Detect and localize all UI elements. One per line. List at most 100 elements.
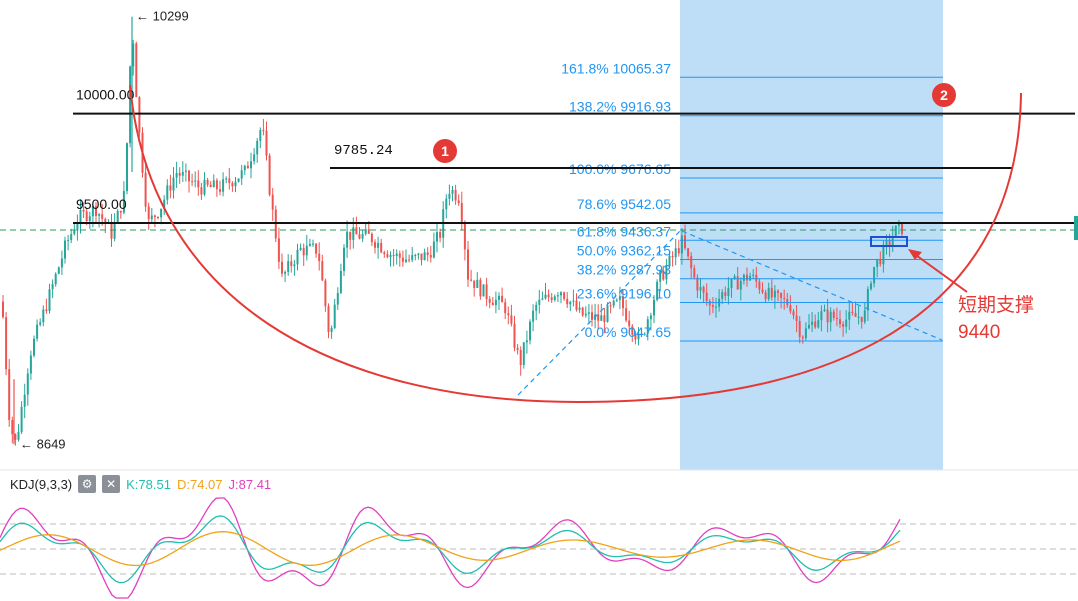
- candle-body: [327, 306, 330, 333]
- candle-body: [321, 261, 324, 281]
- kdj-j-line: [0, 497, 901, 599]
- candle-body: [829, 311, 832, 323]
- candle-body: [172, 177, 175, 191]
- candle-body: [200, 187, 203, 195]
- candle-body: [324, 280, 327, 307]
- candle-body: [693, 268, 696, 278]
- candle-body: [823, 309, 826, 312]
- candle-body: [600, 315, 603, 321]
- candle-body: [119, 210, 122, 213]
- candle-body: [640, 333, 643, 335]
- candle-body: [17, 431, 20, 440]
- support-arrow-head: [908, 249, 922, 260]
- close-icon[interactable]: ✕: [102, 475, 121, 493]
- candle-body: [870, 283, 872, 290]
- candle-body: [64, 240, 66, 259]
- candle-body: [343, 247, 345, 271]
- candle-body: [157, 217, 159, 219]
- candle-body: [501, 295, 504, 303]
- candle-body: [783, 297, 786, 300]
- candle-body: [246, 165, 249, 169]
- candle-body: [463, 223, 466, 250]
- candle-body: [832, 311, 835, 318]
- candle-body: [126, 143, 128, 192]
- candle-body: [284, 271, 287, 274]
- candle-body: [20, 406, 23, 432]
- candle-body: [188, 170, 190, 182]
- candle-body: [147, 206, 150, 220]
- candle-body: [5, 317, 8, 370]
- candle-body: [476, 279, 479, 288]
- candle-body: [801, 336, 804, 339]
- candle-body: [79, 209, 82, 224]
- kdj-k-value: K:78.51: [126, 476, 171, 492]
- candle-body: [519, 349, 522, 365]
- candle-body: [724, 292, 727, 296]
- candle-body: [333, 304, 336, 328]
- candle-body: [231, 183, 234, 187]
- candle-body: [491, 302, 494, 306]
- candle-body: [482, 284, 485, 297]
- candle-body: [510, 315, 513, 324]
- candle-body: [479, 279, 482, 297]
- candle-body: [219, 189, 221, 192]
- candle-body: [175, 172, 178, 178]
- kdj-k-line: [0, 515, 901, 584]
- high-price-label: ← 10299: [136, 9, 189, 24]
- candle-body: [48, 289, 51, 312]
- candle-body: [888, 240, 891, 246]
- candle-body: [370, 233, 373, 243]
- candles-group: [2, 16, 903, 446]
- candle-body: [460, 203, 463, 224]
- candle-body: [882, 244, 885, 265]
- horizontal-level-label: 10000.00: [76, 87, 135, 103]
- candle-body: [138, 97, 141, 133]
- candle-body: [792, 311, 795, 316]
- candle-body: [615, 299, 618, 301]
- candle-body: [848, 311, 851, 320]
- horizontal-level-label: 9785.24: [334, 143, 393, 159]
- candle-body: [169, 185, 172, 191]
- gear-icon[interactable]: ⚙: [78, 475, 97, 493]
- candle-body: [336, 292, 339, 305]
- candle-body: [358, 234, 361, 239]
- candle-body: [696, 277, 699, 291]
- candle-body: [581, 307, 584, 316]
- candle-body: [234, 181, 237, 187]
- candle-body: [364, 229, 367, 234]
- candle-body: [591, 312, 593, 320]
- markers: 12: [433, 83, 956, 163]
- candle-body: [804, 328, 807, 339]
- candle-body: [395, 253, 398, 256]
- kdj-title: KDJ(9,3,3): [10, 476, 73, 492]
- candle-body: [587, 312, 590, 314]
- fib-level-label: 138.2% 9916.93: [569, 99, 671, 115]
- candle-body: [656, 281, 659, 300]
- candle-body: [268, 155, 271, 195]
- candle-body: [451, 189, 454, 194]
- candle-body: [209, 184, 212, 188]
- kdj-j-value: J:87.41: [228, 476, 272, 492]
- candle-body: [504, 302, 507, 314]
- candle-body: [67, 240, 70, 242]
- candle-body: [191, 181, 194, 183]
- candle-body: [671, 255, 674, 258]
- candle-body: [250, 161, 252, 169]
- candle-body: [538, 299, 541, 305]
- marker-badge: [932, 83, 956, 107]
- candle-body: [454, 189, 457, 201]
- candle-body: [777, 290, 779, 293]
- candle-body: [129, 66, 132, 144]
- candle-body: [494, 299, 497, 306]
- candle-body: [420, 253, 423, 261]
- candle-body: [281, 261, 283, 274]
- fib-level-label: 38.2% 9287.93: [577, 262, 671, 278]
- candle-body: [104, 218, 107, 224]
- candle-body: [659, 270, 662, 282]
- candle-body: [516, 347, 519, 350]
- candle-body: [761, 289, 764, 293]
- candle-body: [773, 290, 776, 298]
- fib-level-label: 50.0% 9362.15: [577, 243, 671, 259]
- candle-body: [513, 323, 516, 348]
